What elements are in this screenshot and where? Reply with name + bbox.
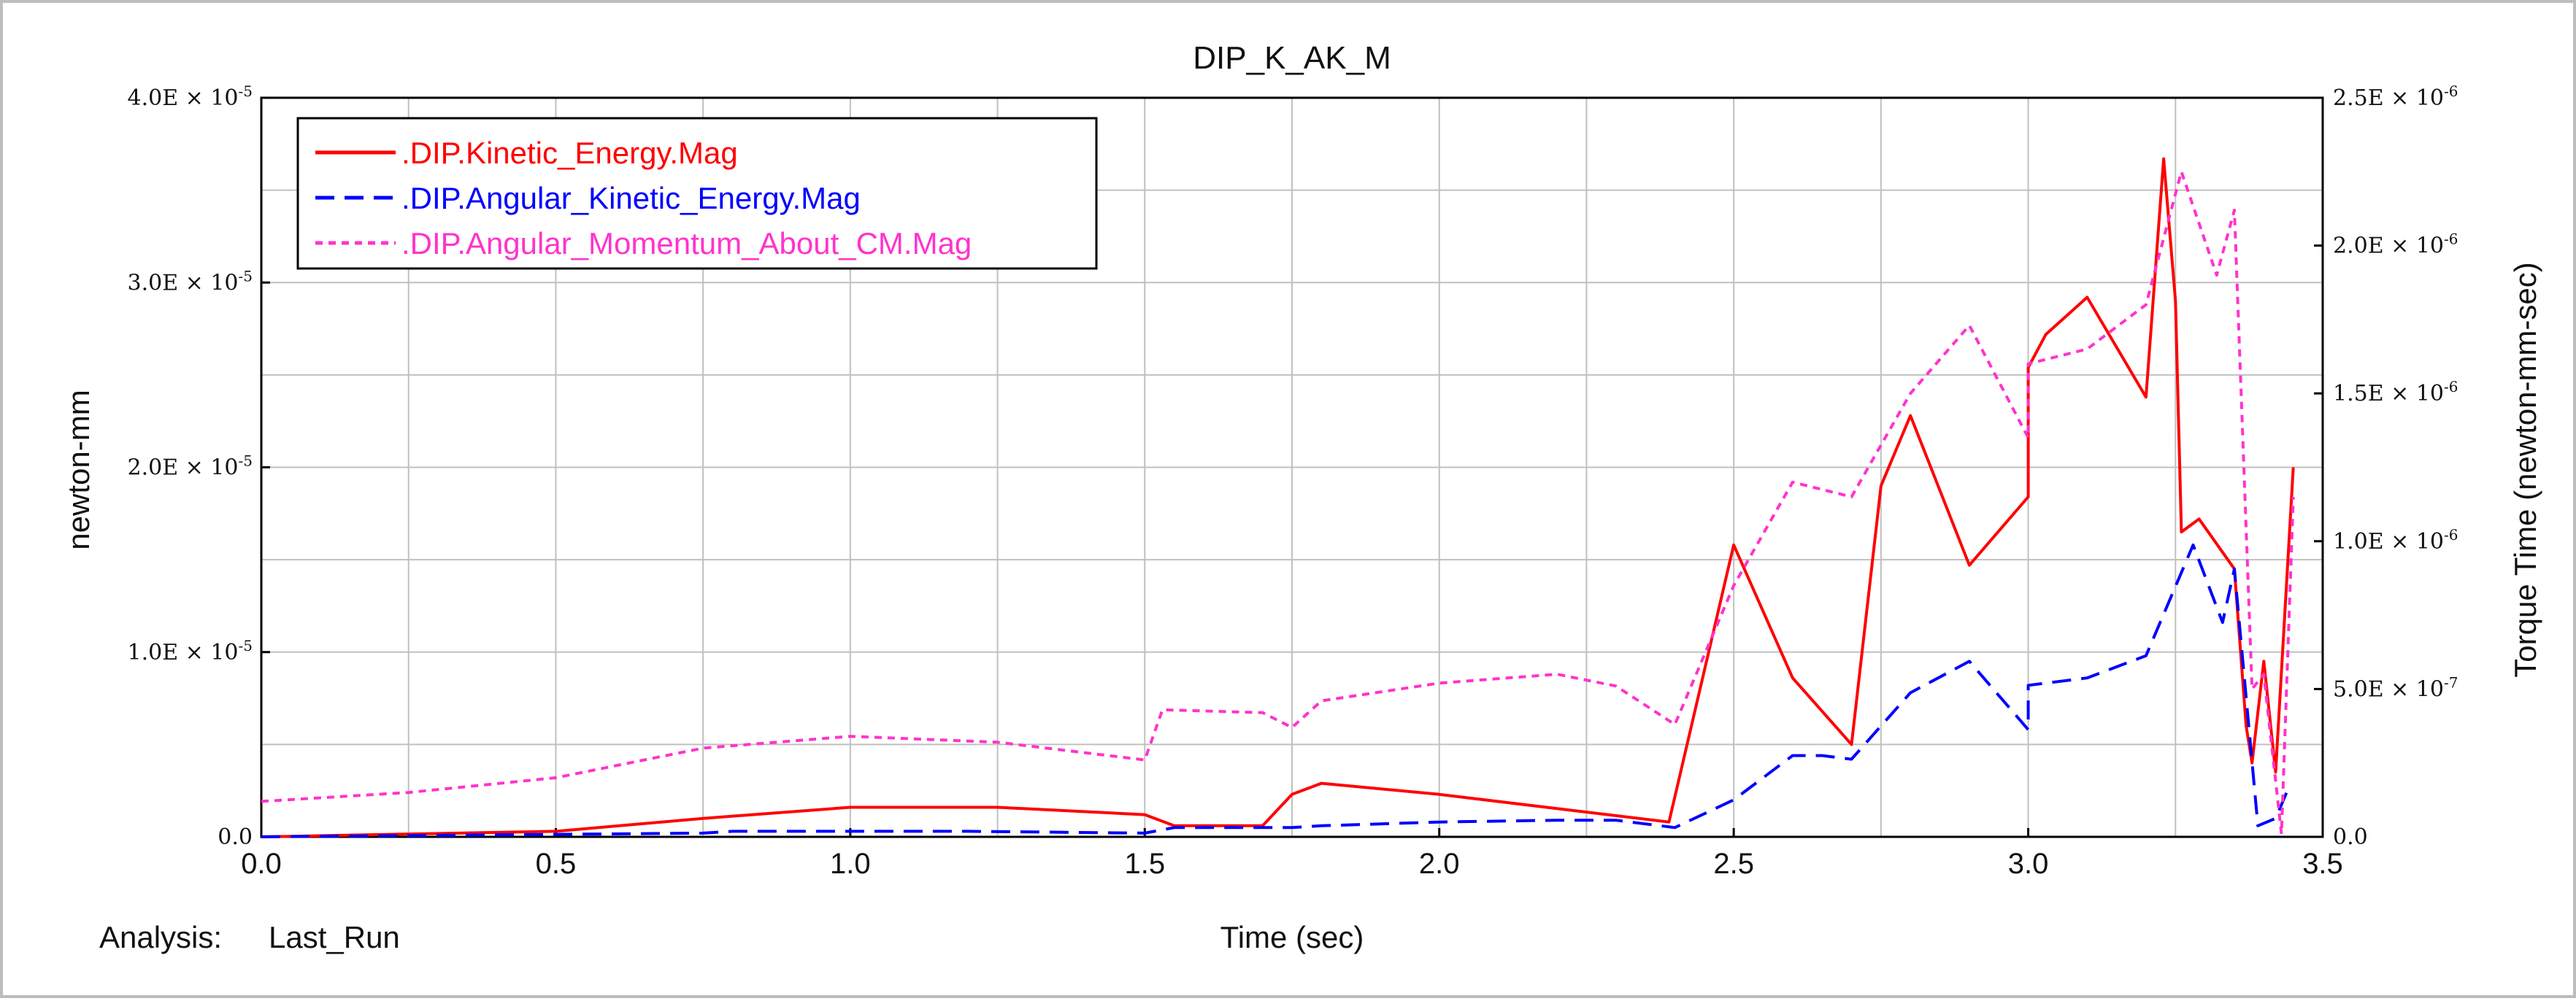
x-tick-label: 3.0 <box>2008 848 2049 880</box>
y2-tick-label: 1.0E × 10-6 <box>2333 526 2458 554</box>
y2-tick-label: 0.0 <box>2333 824 2368 850</box>
y-axis-right: 0.0 5.0E × 10-7 1.0E × 10-6 1.5E × 10-6 2.0E… <box>2314 82 2458 850</box>
series-lines <box>261 157 2295 838</box>
series-line-3 <box>261 170 2295 835</box>
x-tick-label: 0.5 <box>536 848 577 880</box>
legend-box <box>296 117 1098 270</box>
legend: .DIP.Kinetic_Energy.Mag .DIP.Angular_Kine… <box>296 117 1098 270</box>
x-tick-label: 1.5 <box>1124 848 1165 880</box>
y2-tick-label: 2.0E × 10-6 <box>2333 231 2458 259</box>
series-line-2 <box>261 543 2289 838</box>
analysis-label: Analysis: <box>99 920 222 954</box>
x-tick-label: 2.0 <box>1419 848 1460 880</box>
y-tick-label: 0.0 <box>218 824 253 850</box>
y2-tick-label: 5.0E × 10-7 <box>2333 673 2458 702</box>
legend-label-1: .DIP.Kinetic_Energy.Mag <box>401 136 738 170</box>
y-tick-label: 3.0E × 10-5 <box>128 267 253 295</box>
x-axis: 0.0 0.5 1.0 1.5 2.0 2.5 3.0 3.5 <box>241 828 2343 880</box>
y-tick-label: 1.0E × 10-5 <box>128 637 253 665</box>
legend-label-2: .DIP.Angular_Kinetic_Energy.Mag <box>401 181 861 215</box>
y2-axis-label: Torque Time (newton-mm-sec) <box>2508 262 2542 677</box>
x-tick-label: 3.5 <box>2302 848 2343 880</box>
x-tick-label: 0.0 <box>241 848 282 880</box>
chart-title: DIP_K_AK_M <box>1193 40 1391 76</box>
y2-tick-label: 1.5E × 10-6 <box>2333 378 2458 406</box>
y-axis-left: 0.0 1.0E × 10-5 2.0E × 10-5 3.0E × 10-5 4.0E… <box>128 82 270 850</box>
chart: 0.0 0.5 1.0 1.5 2.0 2.5 3.0 3.5 0.0 1.0E × 10-5 2… <box>61 40 2542 954</box>
x-tick-label: 2.5 <box>1713 848 1754 880</box>
y2-tick-label: 2.5E × 10-6 <box>2333 82 2458 111</box>
x-axis-label: Time (sec) <box>1220 920 1364 954</box>
y-axis-label: newton-mm <box>61 390 96 549</box>
y-tick-label: 4.0E × 10-5 <box>128 82 253 111</box>
legend-label-3: .DIP.Angular_Momentum_About_CM.Mag <box>401 226 972 260</box>
series-line-1 <box>261 157 2295 838</box>
analysis-value: Last_Run <box>269 920 400 954</box>
y-tick-label: 2.0E × 10-5 <box>128 452 253 481</box>
x-tick-label: 1.0 <box>830 848 871 880</box>
